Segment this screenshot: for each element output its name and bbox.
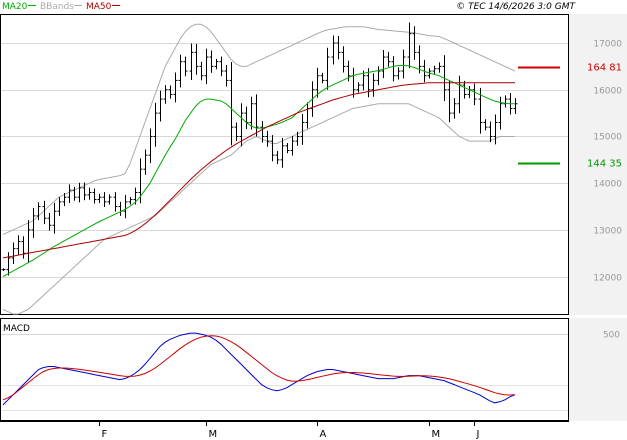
ma50-line bbox=[2, 82, 515, 259]
macd-axis-strip bbox=[569, 318, 627, 421]
moving-averages bbox=[2, 65, 515, 278]
macd-panel-label: MACD bbox=[3, 324, 30, 334]
macd-lines bbox=[2, 332, 516, 406]
legend-bbands: BBands bbox=[40, 2, 74, 12]
price-tick-label: 15000 bbox=[593, 133, 622, 143]
price-marker-lower-label: 144 35 bbox=[587, 159, 622, 170]
x-tick-label: J bbox=[476, 429, 480, 440]
price-tick-label: 13000 bbox=[593, 227, 622, 237]
price-tick-label: 17000 bbox=[593, 40, 622, 50]
price-tick-label: 12000 bbox=[593, 274, 622, 284]
bollinger-bands bbox=[2, 23, 516, 315]
macd-line bbox=[2, 332, 516, 406]
ohlc-bars bbox=[1, 22, 518, 276]
price-marker-upper-label: 164 81 bbox=[587, 63, 622, 74]
x-tick-label: F bbox=[102, 429, 108, 440]
bb-upper-line bbox=[2, 23, 516, 236]
price-grid bbox=[1, 43, 568, 278]
legend-ma50: MA50 bbox=[86, 2, 112, 12]
price-tick-label: 14000 bbox=[593, 180, 622, 190]
x-tick-label: M bbox=[209, 429, 218, 440]
copyright-label: © TEC 14/6/2026 3:0 GMT bbox=[456, 2, 576, 12]
macd-tick-label: 500 bbox=[603, 331, 620, 341]
price-markers: 164 81 144 35 bbox=[518, 63, 622, 170]
price-axis: 12000 13000 14000 15000 16000 17000 bbox=[593, 40, 622, 284]
macd-panel-frame bbox=[0, 318, 569, 421]
macd-axis: 500 bbox=[603, 331, 620, 341]
x-tick-label: A bbox=[320, 429, 327, 440]
price-tick-label: 16000 bbox=[593, 87, 622, 97]
x-tick-label: M bbox=[432, 429, 441, 440]
price-axis-strip bbox=[569, 14, 627, 315]
bb-lower-line bbox=[2, 103, 515, 315]
legend-ma20: MA20 bbox=[2, 2, 28, 12]
ma20-line bbox=[2, 65, 515, 278]
signal-line bbox=[2, 335, 516, 401]
price-panel-frame bbox=[0, 14, 569, 315]
